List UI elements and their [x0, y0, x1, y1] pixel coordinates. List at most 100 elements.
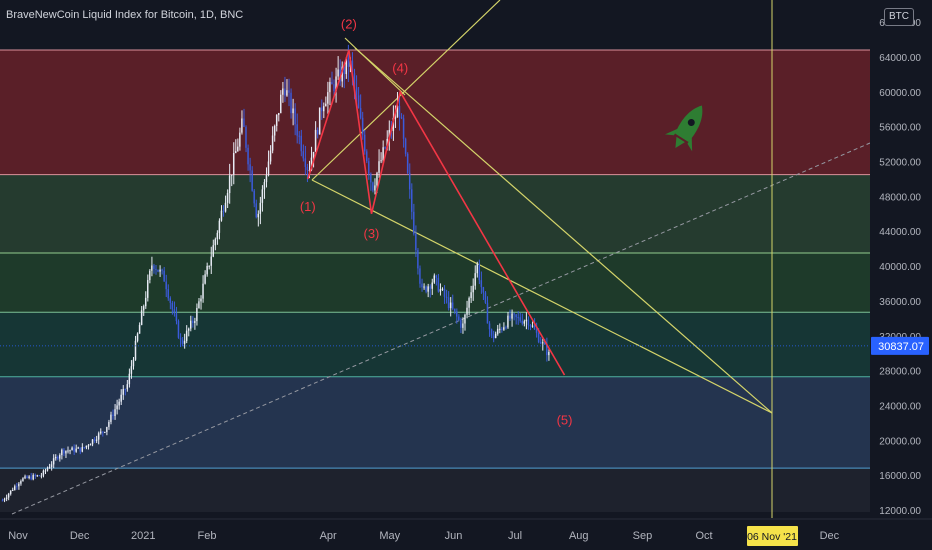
price-tick-label: 24000.00: [879, 401, 921, 412]
interval: 1D: [199, 9, 214, 21]
candle-body: [456, 311, 458, 317]
time-tick-label: Jun: [445, 530, 463, 542]
candle-body: [400, 116, 403, 119]
separator: ,: [193, 9, 200, 21]
candle-body: [310, 157, 313, 170]
candle-body: [165, 281, 167, 290]
candle-body: [128, 373, 131, 385]
candle-body: [406, 153, 409, 173]
candle-body: [402, 118, 405, 139]
candle-body: [40, 475, 43, 477]
candle-body: [42, 470, 45, 476]
candle-body: [16, 486, 18, 488]
candle-body: [458, 316, 460, 321]
time-tick-label: Oct: [695, 530, 712, 542]
wave-label: (3): [364, 226, 380, 241]
candle-body: [167, 289, 169, 299]
candle-body: [490, 329, 493, 336]
candle-body: [445, 296, 448, 298]
candle-body: [36, 475, 38, 477]
candle-body: [228, 175, 231, 194]
candle-body: [384, 147, 386, 149]
price-axis-bg: [870, 0, 932, 550]
candle-body: [210, 256, 212, 266]
candle-body: [38, 475, 41, 477]
candle-body: [308, 169, 311, 171]
candle-body: [413, 211, 415, 234]
candle-body: [118, 401, 120, 406]
price-tick-label: 48000.00: [879, 192, 921, 203]
price-tick-label: 28000.00: [879, 367, 921, 378]
wave-label: (1): [300, 199, 316, 214]
candle-body: [433, 275, 435, 283]
candle-body: [474, 273, 476, 286]
axis-badges: 30837.07 06 Nov '21: [0, 336, 929, 546]
candle-body: [374, 185, 376, 191]
price-zone: [0, 468, 870, 512]
candle-body: [32, 475, 34, 480]
price-zone: [0, 253, 870, 313]
candle-body: [183, 340, 186, 344]
candle-body: [472, 285, 474, 293]
candle-body: [222, 210, 225, 212]
candle-body: [59, 455, 61, 459]
candle-body: [365, 151, 368, 162]
upper-trendline: [354, 47, 773, 414]
candle-body: [378, 161, 380, 173]
candle-body: [140, 310, 143, 325]
candle-body: [85, 445, 88, 448]
candle-body: [204, 274, 206, 284]
candle-body: [423, 286, 425, 288]
time-tick-label: Aug: [569, 530, 589, 542]
candle-body: [359, 108, 362, 118]
time-tick-label: Feb: [197, 530, 216, 542]
time-tick-label: Apr: [320, 530, 337, 542]
candle-body: [408, 172, 411, 190]
candle-body: [443, 288, 446, 297]
candle-body: [368, 161, 370, 174]
wave-label: (5): [557, 413, 573, 428]
candle-body: [541, 342, 544, 344]
candle-body: [116, 405, 118, 410]
ticker-badge[interactable]: BTC: [884, 8, 914, 26]
wave-labels: (1) (2) (3) (4) (5): [300, 16, 573, 427]
candle-body: [337, 69, 339, 77]
candle-body: [196, 307, 198, 322]
candle-body: [50, 464, 53, 467]
channel-line: [311, 0, 501, 181]
candle-body: [462, 323, 464, 328]
candle-body: [144, 297, 147, 307]
last-price-text: 30837.07: [878, 341, 924, 353]
candle-body: [200, 298, 202, 302]
candle-body: [447, 297, 450, 309]
candle-body: [511, 313, 513, 319]
candle-body: [69, 450, 71, 452]
candle-body: [161, 269, 163, 271]
exchange: BNC: [220, 9, 244, 21]
candle-body: [224, 202, 227, 212]
candle-body: [267, 161, 270, 176]
candle-body: [99, 431, 102, 434]
candle-body: [499, 328, 501, 330]
candle-body: [108, 421, 110, 427]
candle-body: [206, 265, 208, 275]
price-zone: [0, 376, 870, 469]
candle-body: [441, 288, 444, 290]
price-axis[interactable]: 68000.0064000.0060000.0056000.0052000.00…: [870, 0, 932, 550]
candle-body: [30, 476, 32, 480]
candle-body: [112, 414, 114, 417]
candle-body: [470, 292, 472, 299]
candle-body: [87, 445, 90, 447]
candle-body: [220, 210, 223, 221]
candle-body: [142, 306, 145, 311]
time-tick-label: 2021: [131, 530, 155, 542]
candle-body: [517, 317, 519, 319]
price-tick-label: 36000.00: [879, 297, 921, 308]
candle-body: [525, 319, 528, 322]
candle-body: [370, 173, 372, 183]
candle-body: [329, 82, 331, 93]
candle-body: [290, 92, 292, 114]
candle-body: [425, 286, 427, 292]
candle-body: [34, 475, 36, 477]
